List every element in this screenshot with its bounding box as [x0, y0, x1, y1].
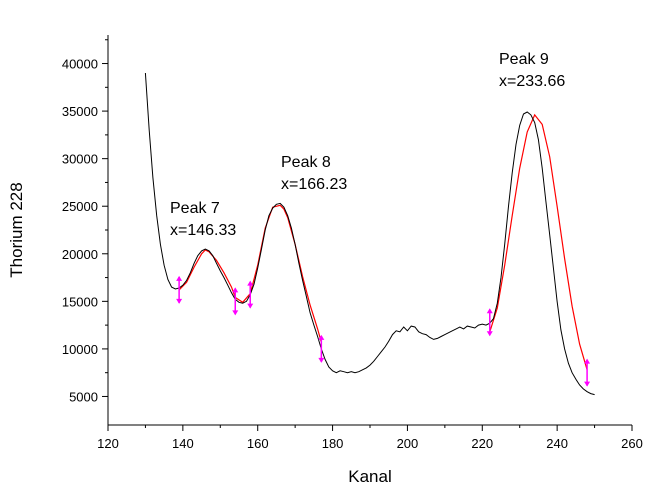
x-ticks: 120 140 160 180 200 220 240 260 [97, 425, 643, 451]
x-tick-label: 120 [97, 436, 119, 451]
peak-position: x=146.33 [170, 222, 236, 239]
y-tick-label: 30000 [62, 152, 98, 167]
series-measured [144, 72, 595, 396]
y-axis-title: Thorium 228 [7, 182, 26, 277]
error-arrow-up [247, 280, 254, 286]
peak-position: x=166.23 [281, 176, 347, 193]
error-arrow-up [584, 358, 591, 364]
error-marker [318, 334, 325, 363]
x-tick-label: 140 [172, 436, 194, 451]
error-marker [486, 308, 493, 337]
x-axis-title: Kanal [348, 467, 391, 486]
y-tick-label: 5000 [69, 389, 98, 404]
error-marker [176, 275, 183, 304]
y-ticks: 5000 10000 15000 20000 25000 30000 35000 40000 [62, 39, 108, 404]
error-arrow-up [176, 275, 183, 281]
x-tick-label: 180 [322, 436, 344, 451]
peak-annotations: Peak 7 x=146.33 Peak 8 x=166.23 Peak 9 x=233.… [170, 51, 565, 239]
y-tick-label: 15000 [62, 294, 98, 309]
error-marker [247, 280, 254, 309]
x-tick-label: 220 [471, 436, 493, 451]
y-tick-label: 20000 [62, 247, 98, 262]
x-tick-label: 240 [546, 436, 568, 451]
error-arrow-down [318, 357, 325, 363]
x-tick-label: 160 [247, 436, 269, 451]
error-arrow-down [232, 310, 239, 316]
error-arrow-up [486, 308, 493, 314]
error-arrow-down [486, 331, 493, 337]
plot-area: 120 140 160 180 200 220 240 260 5000 10000 15000 2… [62, 35, 643, 451]
y-tick-label: 10000 [62, 342, 98, 357]
error-arrow-up [232, 287, 239, 293]
y-tick-label: 25000 [62, 199, 98, 214]
error-marker [584, 358, 591, 387]
x-tick-label: 260 [621, 436, 643, 451]
error-arrow-up [318, 334, 325, 340]
peak-label: Peak 8 [281, 154, 331, 171]
error-bars [176, 275, 591, 387]
y-tick-label: 35000 [62, 104, 98, 119]
error-arrow-down [176, 298, 183, 304]
series-fit [489, 113, 588, 370]
peak-label: Peak 9 [499, 51, 549, 68]
peak-label: Peak 7 [170, 200, 220, 217]
error-arrow-down [247, 303, 254, 309]
error-marker [232, 287, 239, 316]
x-tick-label: 200 [397, 436, 419, 451]
peak-position: x=233.66 [499, 73, 565, 90]
y-tick-label: 40000 [62, 57, 98, 72]
error-arrow-down [584, 381, 591, 387]
